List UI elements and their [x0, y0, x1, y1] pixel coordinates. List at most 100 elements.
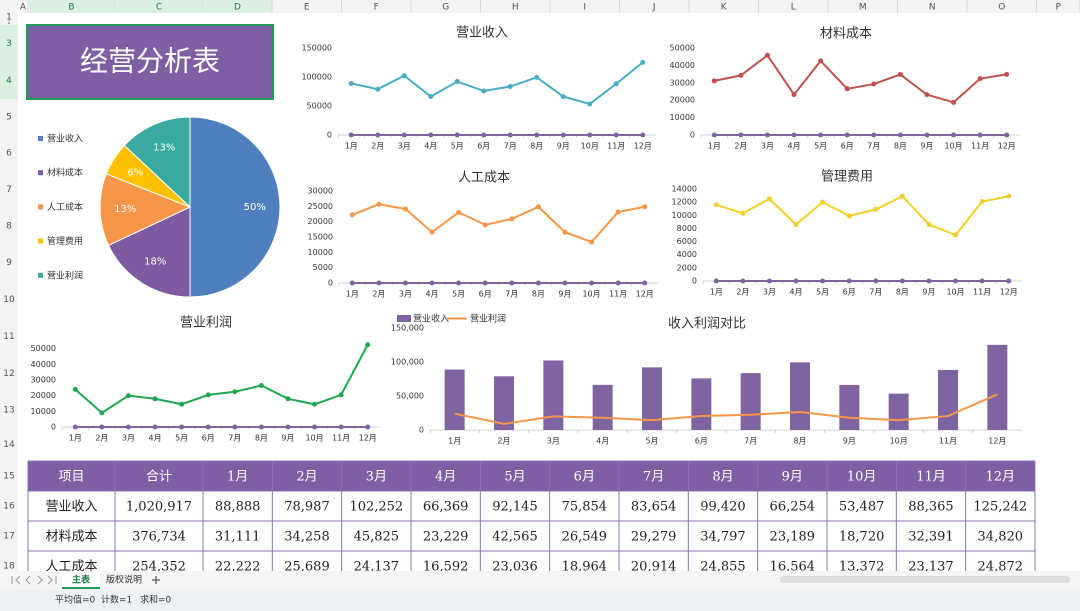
x-tick-label: 4月 — [787, 142, 800, 151]
table-header-cell[interactable]: 1月 — [227, 470, 248, 485]
column-header[interactable]: M — [859, 3, 867, 13]
table-header-cell[interactable]: 8月 — [712, 470, 733, 485]
row-header[interactable]: 16 — [3, 502, 15, 512]
table-cell[interactable]: 31,111 — [215, 530, 261, 545]
table-header-cell[interactable]: 10月 — [847, 470, 877, 485]
row-header[interactable]: 2 — [8, 20, 11, 25]
row-header[interactable]: 7 — [6, 185, 12, 195]
column-header[interactable]: L — [791, 3, 796, 13]
row-header[interactable]: 3 — [6, 39, 12, 49]
row-header[interactable]: 11 — [3, 332, 14, 342]
table-cell[interactable]: 23,036 — [492, 560, 538, 575]
table-header-cell[interactable]: 12月 — [986, 470, 1016, 485]
table-cell[interactable]: 23,137 — [908, 560, 954, 575]
row-header[interactable]: 12 — [3, 369, 14, 379]
table-cell[interactable]: 75,854 — [562, 500, 608, 515]
row-header[interactable]: 13 — [3, 406, 14, 416]
table-cell[interactable]: 83,654 — [631, 500, 677, 515]
table-header-cell[interactable]: 2月 — [296, 470, 317, 485]
x-tick-label: 3月 — [547, 437, 560, 446]
table-cell[interactable]: 13,372 — [839, 560, 885, 575]
table-cell[interactable]: 18,720 — [839, 530, 885, 545]
column-header[interactable]: G — [442, 3, 449, 13]
column-header[interactable]: J — [652, 3, 656, 13]
table-cell[interactable]: 125,242 — [973, 500, 1027, 515]
column-header[interactable]: K — [721, 3, 728, 13]
row-header[interactable]: 5 — [6, 113, 12, 123]
table-cell[interactable]: 45,825 — [354, 530, 400, 545]
table-cell[interactable]: 53,487 — [839, 500, 885, 515]
column-header[interactable]: C — [156, 3, 162, 13]
table-cell[interactable]: 1,020,917 — [126, 500, 192, 515]
table-header-cell[interactable]: 合计 — [146, 470, 172, 485]
row-header[interactable]: 4 — [6, 76, 12, 86]
table-cell[interactable]: 22,222 — [215, 560, 261, 575]
row-header-selected — [0, 25, 18, 62]
table-cell[interactable]: 24,137 — [354, 560, 400, 575]
table-cell[interactable]: 人工成本 — [45, 560, 97, 575]
table-cell[interactable]: 25,689 — [284, 560, 330, 575]
column-header[interactable]: H — [512, 3, 519, 13]
table-cell[interactable]: 99,420 — [700, 500, 746, 515]
table-cell[interactable]: 34,820 — [978, 530, 1024, 545]
row-header[interactable]: 15 — [3, 472, 14, 482]
table-cell[interactable]: 18,964 — [562, 560, 608, 575]
row-header[interactable]: 17 — [3, 532, 14, 542]
table-cell[interactable]: 32,391 — [908, 530, 954, 545]
column-header[interactable]: A — [20, 3, 27, 13]
table-cell[interactable]: 34,258 — [284, 530, 330, 545]
column-header[interactable]: N — [929, 3, 936, 13]
row-header[interactable]: 10 — [3, 295, 15, 305]
table-cell[interactable]: 24,872 — [978, 560, 1024, 575]
table-cell[interactable]: 78,987 — [284, 500, 330, 515]
table-cell[interactable]: 24,855 — [700, 560, 746, 575]
column-header[interactable]: B — [68, 3, 74, 13]
column-header[interactable]: F — [374, 3, 379, 13]
table-header-cell[interactable]: 项目 — [58, 470, 84, 485]
table-cell[interactable]: 26,549 — [562, 530, 608, 545]
row-header[interactable]: 14 — [3, 440, 15, 450]
table-cell[interactable]: 376,734 — [132, 530, 186, 545]
row-header[interactable]: 9 — [6, 258, 12, 268]
tab-nav-icons[interactable] — [11, 575, 57, 585]
table-cell[interactable]: 营业收入 — [45, 500, 97, 515]
table-header-cell[interactable]: 6月 — [574, 470, 595, 485]
table-cell[interactable]: 88,888 — [215, 500, 261, 515]
h-scrollbar[interactable] — [780, 576, 1070, 583]
table-header-cell[interactable]: 11月 — [916, 470, 946, 485]
table-cell[interactable]: 20,914 — [631, 560, 677, 575]
column-header[interactable]: P — [1056, 3, 1062, 13]
table-cell[interactable]: 材料成本 — [45, 530, 97, 545]
row-header[interactable]: 18 — [3, 562, 15, 572]
table-cell[interactable]: 16,592 — [423, 560, 469, 575]
table-cell[interactable]: 102,252 — [349, 500, 403, 515]
row-header[interactable]: 1 — [6, 13, 12, 23]
table-cell[interactable]: 88,365 — [908, 500, 954, 515]
table-cell[interactable]: 16,564 — [770, 560, 816, 575]
column-header[interactable]: I — [583, 3, 586, 13]
row-header[interactable]: 6 — [6, 149, 12, 159]
table-header-cell[interactable]: 9月 — [782, 470, 803, 485]
column-header[interactable]: D — [234, 3, 241, 13]
table-header-cell[interactable]: 3月 — [366, 470, 387, 485]
table-cell[interactable]: 23,229 — [423, 530, 469, 545]
row-header[interactable]: 8 — [6, 222, 12, 232]
table-cell[interactable]: 92,145 — [492, 500, 538, 515]
table-cell[interactable]: 29,279 — [631, 530, 677, 545]
table-cell[interactable]: 66,369 — [423, 500, 469, 515]
sheet-tab[interactable]: 版权说明 — [106, 574, 142, 586]
column-header[interactable]: E — [304, 3, 310, 13]
table-cell[interactable]: 66,254 — [770, 500, 816, 515]
x-tick-label: 12月 — [1000, 288, 1018, 297]
table-header-cell[interactable]: 4月 — [435, 470, 456, 485]
sheet-tab[interactable]: 主表 — [72, 574, 91, 586]
column-header[interactable]: O — [998, 3, 1005, 13]
table-cell[interactable]: 254,352 — [132, 560, 186, 575]
table-header-cell[interactable]: 7月 — [643, 470, 664, 485]
add-tab[interactable] — [152, 576, 160, 584]
table-cell[interactable]: 23,189 — [770, 530, 816, 545]
table-cell[interactable]: 42,565 — [492, 530, 538, 545]
table-header-cell[interactable]: 5月 — [504, 470, 525, 485]
table-cell[interactable]: 34,797 — [700, 530, 746, 545]
